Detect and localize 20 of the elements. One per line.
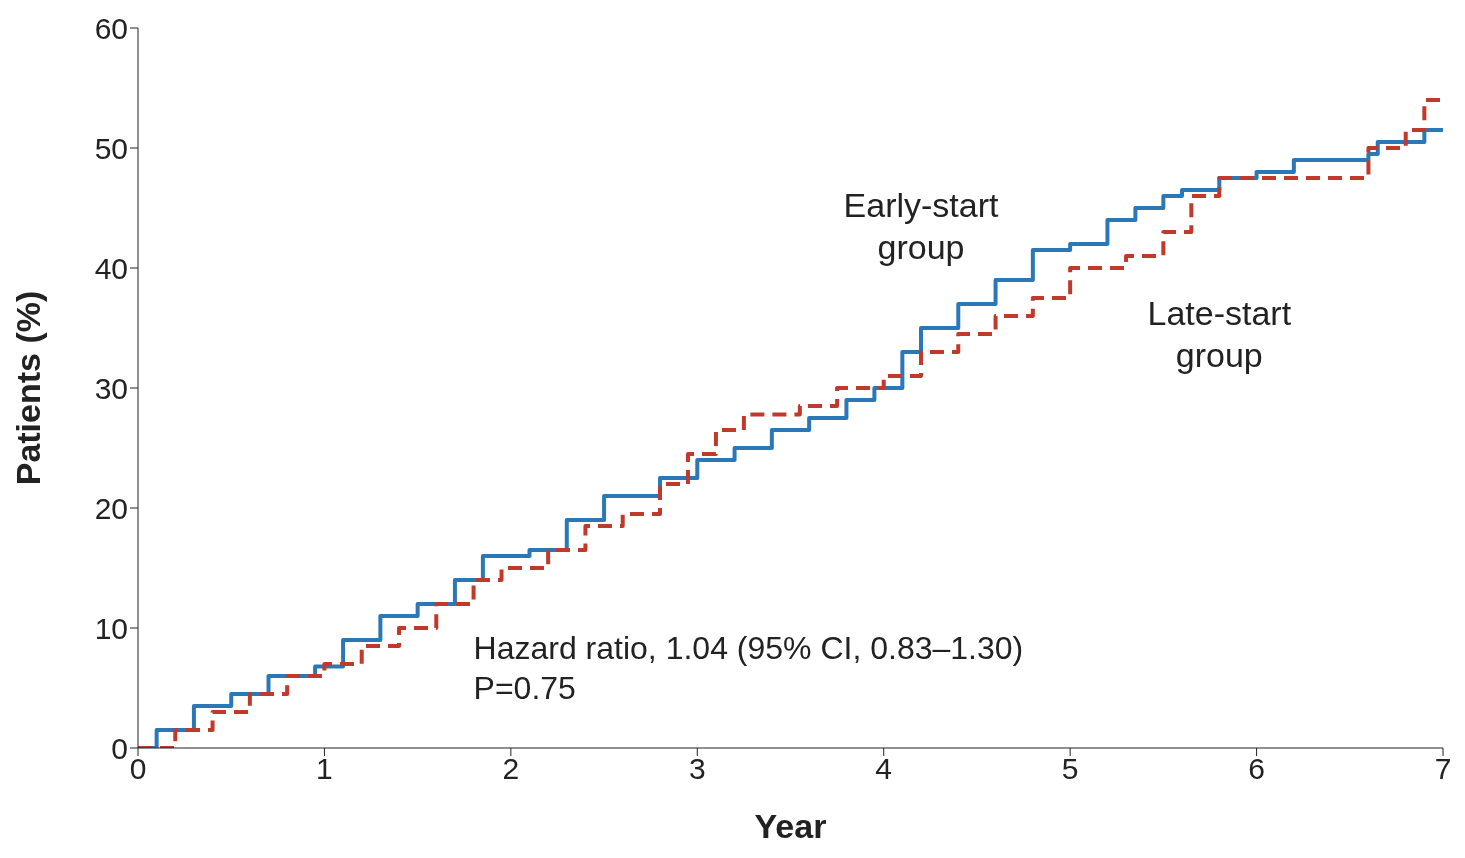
series-label: Early-start group: [843, 185, 999, 268]
x-tick-label: 6: [1248, 752, 1265, 786]
x-tick-label: 5: [1061, 752, 1079, 786]
x-tick-label: 4: [875, 752, 893, 786]
y-tick-label: 60: [94, 11, 128, 45]
y-tick-label: 10: [94, 611, 128, 645]
y-tick-label: 0: [111, 731, 128, 765]
y-tick-label: 20: [94, 491, 128, 525]
x-axis-title: Year: [754, 807, 827, 845]
y-axis-title: Patients (%): [9, 290, 48, 486]
series-label: Late-start group: [1147, 293, 1292, 376]
x-tick-label: 1: [316, 752, 333, 786]
x-tick-label: 3: [688, 752, 706, 786]
y-tick-label: 30: [94, 371, 128, 405]
y-tick-label: 40: [94, 251, 128, 285]
x-tick-label: 7: [1434, 752, 1452, 786]
annotation: P=0.75: [473, 669, 577, 708]
x-tick-label: 2: [502, 752, 520, 786]
y-tick-label: 50: [94, 131, 128, 165]
annotation: Hazard ratio, 1.04 (95% CI, 0.83–1.30): [473, 629, 1024, 668]
